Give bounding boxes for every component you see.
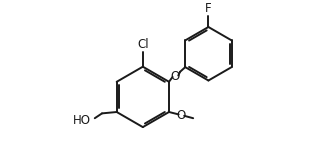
Text: F: F — [205, 2, 212, 15]
Text: Cl: Cl — [137, 38, 149, 51]
Text: O: O — [177, 109, 186, 122]
Text: HO: HO — [73, 114, 91, 127]
Text: O: O — [171, 70, 180, 83]
